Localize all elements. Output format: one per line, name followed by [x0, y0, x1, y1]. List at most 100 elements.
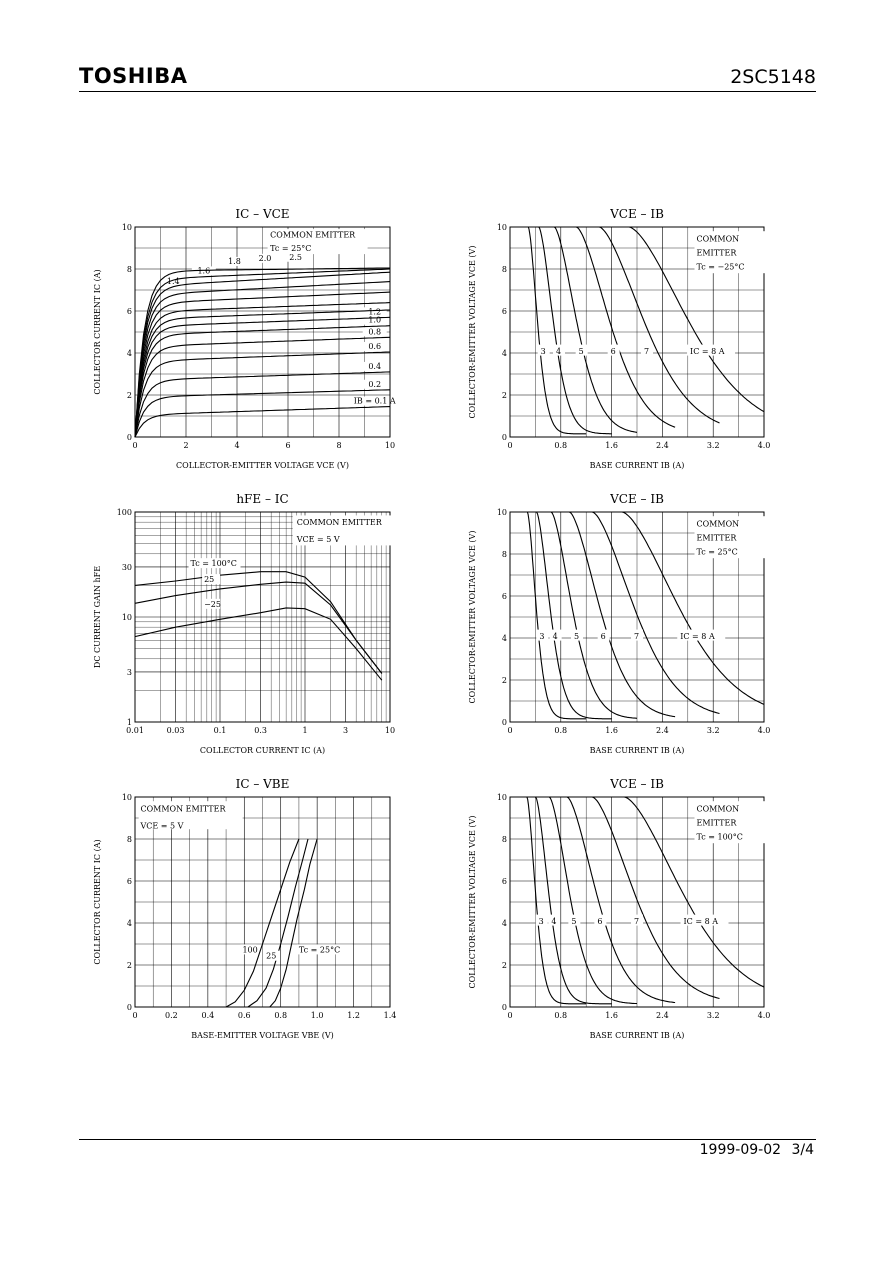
- x-axis-label: BASE CURRENT IB (A): [590, 1031, 685, 1040]
- y-tick-label: 10: [497, 793, 507, 802]
- x-tick-label: 0.4: [201, 1011, 214, 1020]
- y-axis-label: COLLECTOR CURRENT IC (A): [93, 839, 102, 964]
- series-label: 0.2: [368, 380, 381, 389]
- series-label: 4: [553, 632, 558, 641]
- y-tick-label: 6: [127, 307, 132, 316]
- series-label: 1.8: [228, 257, 241, 266]
- series-label: 4: [551, 917, 556, 926]
- series-line: [576, 226, 676, 428]
- chart-title: hFE – IC: [236, 492, 288, 506]
- annotation-text: COMMON EMITTER: [297, 518, 383, 527]
- x-tick-label: 0: [132, 1011, 137, 1020]
- label-bg: [631, 629, 644, 641]
- y-tick-label: 10: [497, 508, 507, 517]
- annotation-bg: [694, 801, 767, 844]
- y-tick-label: 3: [127, 668, 132, 677]
- chart-title: VCE – IB: [609, 492, 664, 506]
- y-tick-label: 0: [502, 718, 507, 727]
- series-label: 1.6: [197, 266, 210, 275]
- y-tick-label: 8: [502, 550, 507, 559]
- y-tick-label: 4: [127, 919, 132, 928]
- series-line: [134, 281, 391, 438]
- label-bg: [362, 396, 387, 406]
- series-label: 7: [644, 347, 649, 356]
- series-line: [526, 796, 587, 1005]
- series-line: [134, 268, 391, 438]
- series-line: [269, 838, 318, 1008]
- x-tick-label: 1.0: [311, 1011, 324, 1020]
- x-tick-label: 3.2: [707, 726, 720, 735]
- label-bg: [553, 344, 566, 356]
- chart-title: IC – VBE: [236, 777, 290, 791]
- chart-title: VCE – IB: [609, 207, 664, 221]
- x-axis-label: COLLECTOR-EMITTER VOLTAGE VCE (V): [176, 461, 349, 470]
- x-tick-label: 4.0: [758, 726, 771, 735]
- chart-title: VCE – IB: [609, 777, 664, 791]
- series-line: [134, 271, 391, 438]
- series-line: [592, 796, 720, 1000]
- label-bg: [594, 914, 607, 926]
- label-bg: [607, 344, 620, 356]
- y-tick-label: 10: [122, 613, 132, 622]
- chart-title: IC – VCE: [235, 207, 289, 221]
- y-axis-label: COLLECTOR-EMITTER VOLTAGE VCE (V): [468, 531, 477, 704]
- annotation-text: COMMON: [697, 235, 740, 244]
- series-label: 0.8: [368, 327, 381, 336]
- series-line: [134, 371, 391, 438]
- label-bg: [188, 558, 241, 569]
- y-axis-label: COLLECTOR CURRENT IC (A): [93, 269, 102, 394]
- y-tick-label: 4: [502, 634, 507, 643]
- annotation-text: EMITTER: [697, 534, 738, 543]
- x-tick-label: 0: [507, 1011, 512, 1020]
- x-tick-label: 10: [385, 726, 395, 735]
- y-tick-label: 1: [127, 718, 132, 727]
- x-tick-label: 4.0: [758, 441, 771, 450]
- annotation-text: COMMON: [697, 805, 740, 814]
- x-tick-label: 2.4: [656, 441, 669, 450]
- x-tick-label: 0.1: [214, 726, 227, 735]
- series-line: [599, 226, 720, 424]
- x-tick-label: 4.0: [758, 1011, 771, 1020]
- label-bg: [362, 327, 387, 337]
- series-label: 5: [574, 632, 579, 641]
- series-label: 2.0: [259, 254, 272, 263]
- label-bg: [571, 629, 584, 641]
- series-label: 3: [539, 632, 544, 641]
- x-tick-label: 3.2: [707, 441, 720, 450]
- x-tick-label: 1.6: [605, 1011, 618, 1020]
- brand-logo: TOSHIBA: [79, 64, 188, 88]
- x-tick-label: 4: [234, 441, 239, 450]
- y-tick-label: 6: [502, 877, 507, 886]
- annotation-text: VCE = 5 V: [139, 822, 183, 831]
- footer-date: 1999-09-02: [699, 1142, 782, 1158]
- x-axis-label: COLLECTOR CURRENT IC (A): [200, 746, 325, 755]
- x-tick-label: 0.8: [554, 441, 567, 450]
- x-tick-label: 10: [385, 441, 395, 450]
- y-tick-label: 10: [122, 793, 132, 802]
- annotation-text: COMMON: [697, 520, 740, 529]
- y-tick-label: 2: [502, 961, 507, 970]
- series-line: [592, 511, 720, 715]
- series-line: [527, 226, 587, 435]
- series-line: [134, 267, 390, 438]
- annotation-bg: [292, 515, 397, 546]
- series-label: 4: [556, 347, 561, 356]
- series-line: [548, 796, 638, 1005]
- series-line: [225, 838, 300, 1008]
- series-line: [628, 226, 765, 413]
- label-bg: [362, 315, 387, 325]
- series-line: [134, 316, 391, 438]
- plot-frame: [134, 511, 391, 723]
- footer-rule: [79, 1139, 816, 1140]
- y-tick-label: 0: [127, 1003, 132, 1012]
- series-label: 5: [571, 917, 576, 926]
- header-rule: [79, 91, 816, 92]
- y-tick-label: 8: [502, 835, 507, 844]
- series-label: Tc = 25°C: [299, 945, 340, 954]
- annotation-bg: [267, 229, 368, 255]
- label-bg: [362, 379, 387, 389]
- x-tick-label: 0.3: [254, 726, 267, 735]
- label-bg: [549, 629, 562, 641]
